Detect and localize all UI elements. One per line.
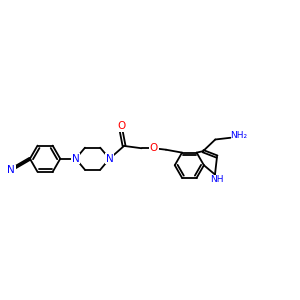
Text: NH₂: NH₂ (231, 131, 248, 140)
Text: O: O (150, 143, 158, 153)
Text: O: O (117, 122, 125, 131)
Text: N: N (106, 154, 113, 164)
Text: NH: NH (210, 175, 223, 184)
Text: N: N (72, 154, 80, 164)
Text: N: N (7, 165, 15, 176)
